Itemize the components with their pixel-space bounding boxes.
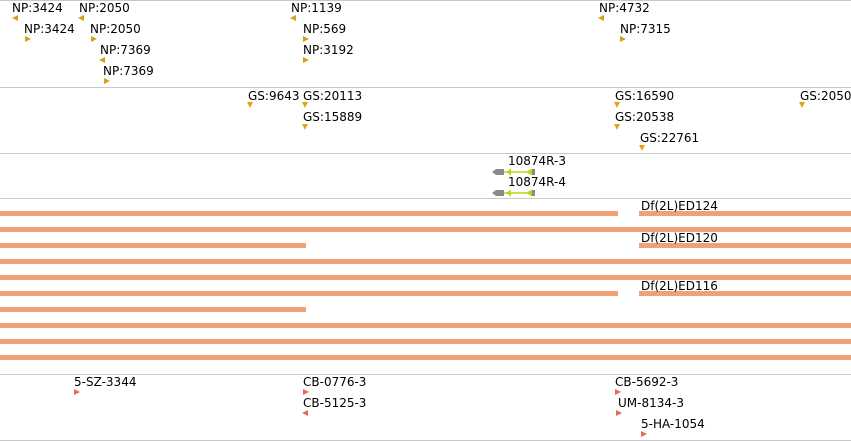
- insertion-label[interactable]: 5-SZ-3344: [74, 375, 137, 389]
- np-feature-label[interactable]: NP:7369: [103, 64, 154, 78]
- gs-feature-label[interactable]: GS:15889: [303, 110, 363, 124]
- deficiency-bar[interactable]: [0, 323, 851, 328]
- np-feature-label[interactable]: NP:3424: [12, 1, 63, 15]
- feature-marker-icon[interactable]: [620, 36, 626, 42]
- feature-marker-icon[interactable]: [78, 15, 84, 21]
- feature-marker-icon[interactable]: [303, 36, 309, 42]
- feature-marker-icon[interactable]: [302, 102, 308, 108]
- deficiency-bar[interactable]: [0, 355, 851, 360]
- deficiency-label[interactable]: Df(2L)ED124: [641, 199, 718, 213]
- feature-marker-icon[interactable]: [91, 36, 97, 42]
- gene-label[interactable]: 10874R-3: [508, 154, 566, 168]
- feature-marker-icon[interactable]: [25, 36, 31, 42]
- feature-marker-icon[interactable]: [799, 102, 805, 108]
- feature-marker-icon[interactable]: [615, 389, 621, 395]
- deficiency-bar[interactable]: [0, 291, 618, 296]
- insertion-label[interactable]: UM-8134-3: [618, 396, 684, 410]
- np-feature-label[interactable]: NP:569: [303, 22, 347, 36]
- feature-marker-icon[interactable]: [303, 57, 309, 63]
- track-separator: [0, 153, 851, 154]
- feature-marker-icon[interactable]: [598, 15, 604, 21]
- gs-feature-label[interactable]: GS:20538: [615, 110, 675, 124]
- deficiency-bar[interactable]: [0, 243, 306, 248]
- track-separator: [0, 0, 851, 1]
- feature-marker-icon[interactable]: [104, 78, 110, 84]
- gene-label[interactable]: 10874R-4: [508, 175, 566, 189]
- deficiency-bar[interactable]: [0, 307, 306, 312]
- np-feature-label[interactable]: NP:4732: [599, 1, 650, 15]
- deficiency-bar[interactable]: [639, 291, 851, 296]
- feature-marker-icon[interactable]: [12, 15, 18, 21]
- deficiency-bar[interactable]: [0, 339, 851, 344]
- feature-marker-icon[interactable]: [302, 410, 308, 416]
- feature-marker-icon[interactable]: [639, 145, 645, 151]
- feature-marker-icon[interactable]: [614, 124, 620, 130]
- gs-feature-label[interactable]: GS:20113: [303, 89, 363, 103]
- feature-marker-icon[interactable]: [302, 124, 308, 130]
- insertion-label[interactable]: CB-5125-3: [303, 396, 367, 410]
- np-feature-label[interactable]: NP:7315: [620, 22, 671, 36]
- feature-marker-icon[interactable]: [290, 15, 296, 21]
- np-feature-label[interactable]: NP:2050: [79, 1, 130, 15]
- np-feature-label[interactable]: NP:1139: [291, 1, 342, 15]
- deficiency-bar[interactable]: [0, 259, 851, 264]
- feature-marker-icon[interactable]: [74, 389, 80, 395]
- deficiency-bar[interactable]: [639, 211, 851, 216]
- feature-marker-icon[interactable]: [303, 389, 309, 395]
- feature-marker-icon[interactable]: [641, 431, 647, 437]
- deficiency-bar[interactable]: [0, 227, 851, 232]
- np-feature-label[interactable]: NP:3424: [24, 22, 75, 36]
- deficiency-bar[interactable]: [0, 211, 618, 216]
- track-separator: [0, 87, 851, 88]
- np-feature-label[interactable]: NP:2050: [90, 22, 141, 36]
- gs-feature-label[interactable]: GS:16590: [615, 89, 675, 103]
- insertion-label[interactable]: CB-5692-3: [615, 375, 679, 389]
- gs-feature-label[interactable]: GS:22761: [640, 131, 700, 145]
- deficiency-bar[interactable]: [639, 243, 851, 248]
- feature-marker-icon[interactable]: [614, 102, 620, 108]
- np-feature-label[interactable]: NP:3192: [303, 43, 354, 57]
- track-separator: [0, 198, 851, 199]
- insertion-label[interactable]: 5-HA-1054: [641, 417, 705, 431]
- np-feature-label[interactable]: NP:7369: [100, 43, 151, 57]
- gene-model-icon[interactable]: [492, 167, 538, 177]
- deficiency-bar[interactable]: [0, 275, 851, 280]
- feature-marker-icon[interactable]: [616, 410, 622, 416]
- track-separator: [0, 374, 851, 375]
- feature-marker-icon[interactable]: [247, 102, 253, 108]
- deficiency-label[interactable]: Df(2L)ED116: [641, 279, 718, 293]
- gs-feature-label[interactable]: GS:9643: [248, 89, 300, 103]
- gs-feature-label[interactable]: GS:2050: [800, 89, 851, 103]
- deficiency-label[interactable]: Df(2L)ED120: [641, 231, 718, 245]
- feature-marker-icon[interactable]: [99, 57, 105, 63]
- gene-model-icon[interactable]: [492, 188, 538, 198]
- insertion-label[interactable]: CB-0776-3: [303, 375, 367, 389]
